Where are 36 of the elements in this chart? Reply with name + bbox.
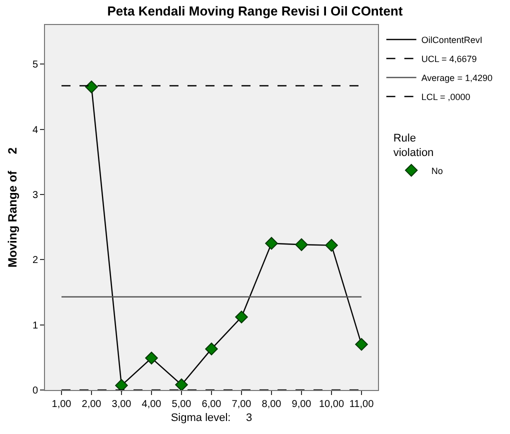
y-tick-label: 1	[32, 320, 38, 332]
x-tick-label: 4,00	[142, 399, 162, 410]
y-tick-label: 5	[32, 60, 38, 71]
x-tick-label: 3,00	[112, 399, 132, 410]
point	[145, 352, 158, 364]
x-tick-label: 5,00	[172, 399, 192, 410]
x-tick-label: 7,00	[232, 399, 252, 410]
y-tick-label: 3	[32, 190, 38, 201]
point	[325, 238, 338, 252]
y-tick-label: 2	[32, 255, 38, 266]
legend-label: UCL = 4,6679	[421, 54, 477, 64]
chart-title: Peta Kendali Moving Range Revisi I Oil COntent	[107, 4, 404, 19]
legend-label: LCL = ,0000	[421, 92, 470, 102]
point	[175, 378, 188, 392]
legend-label: No	[431, 166, 443, 176]
point	[85, 80, 98, 94]
point	[205, 342, 218, 356]
legend-label: OilContentRevI	[421, 35, 482, 46]
legend-label: Average = 1,4290	[421, 73, 492, 84]
y-tick-label: 0	[32, 386, 38, 396]
x-tick-label: 6,00	[202, 399, 222, 410]
y-axis-title: Moving Range of 2	[6, 147, 20, 268]
point	[355, 338, 368, 351]
point	[265, 237, 278, 250]
legend-title: Rule violation	[393, 132, 434, 159]
x-tick-label: 10,00	[318, 399, 344, 410]
x-tick-label: 2,00	[82, 399, 102, 410]
x-tick-label: 1,00	[52, 399, 72, 410]
y-tick-label: 4	[32, 124, 38, 136]
point	[295, 238, 308, 251]
point	[235, 310, 248, 324]
x-axis-title: Sigma level: 3	[170, 412, 252, 424]
x-tick-label: 9,00	[292, 399, 312, 410]
x-tick-label: 11,00	[349, 399, 374, 410]
x-tick-label: 8,00	[262, 399, 282, 410]
point	[115, 379, 128, 392]
